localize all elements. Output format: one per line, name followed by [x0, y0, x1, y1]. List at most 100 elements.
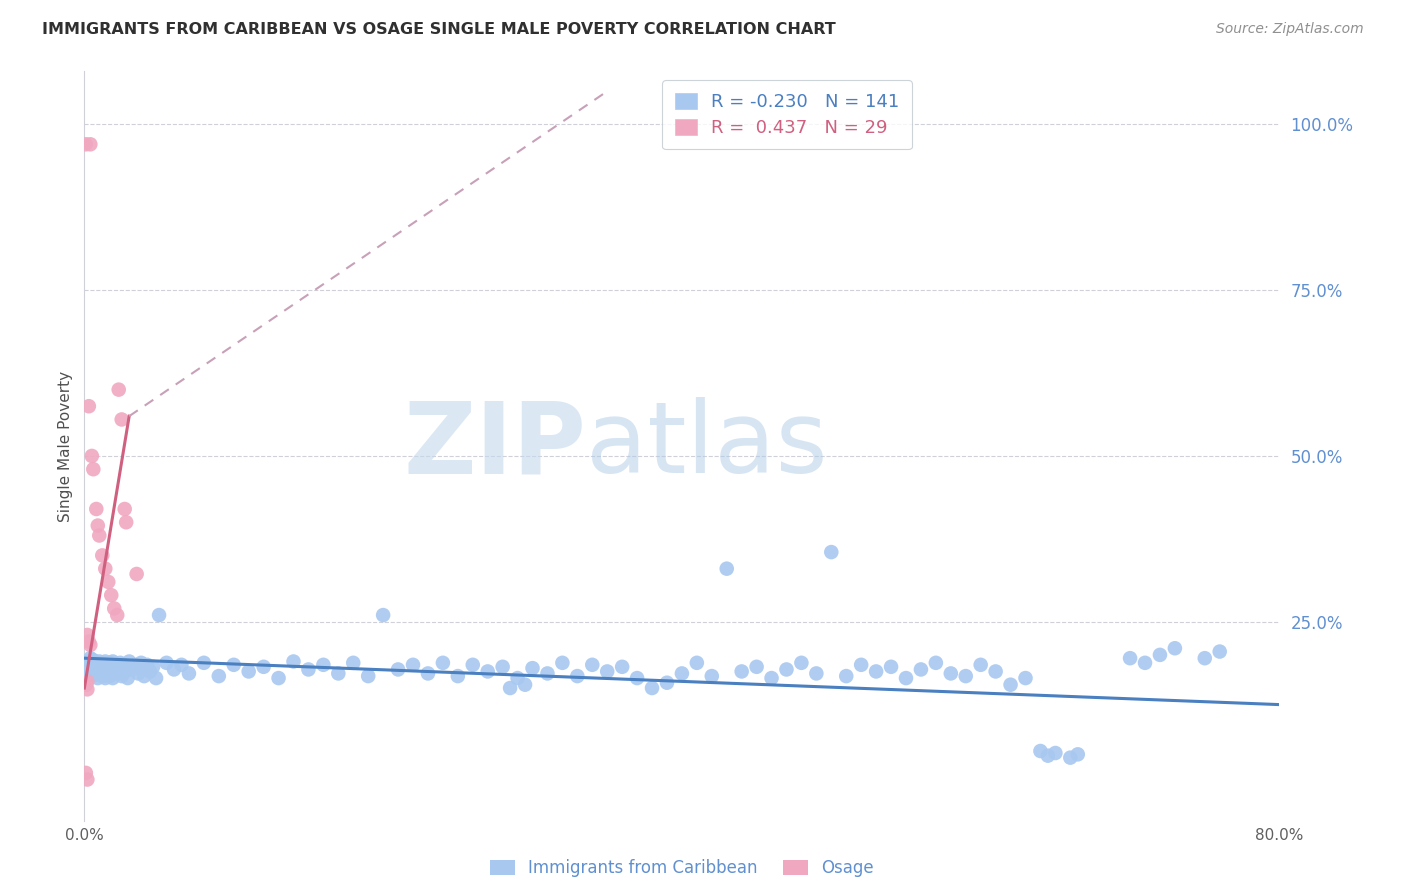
Point	[513, 678, 536, 692]
Point	[655, 675, 678, 690]
Point	[117, 671, 139, 685]
Point	[342, 656, 364, 670]
Point	[267, 671, 290, 685]
Point	[716, 562, 738, 576]
Point	[91, 669, 114, 683]
Point	[76, 772, 98, 787]
Point	[1059, 750, 1081, 764]
Point	[1045, 746, 1067, 760]
Point	[86, 656, 108, 670]
Point	[75, 765, 97, 780]
Point	[125, 566, 148, 581]
Point	[880, 660, 903, 674]
Point	[1000, 678, 1022, 692]
Point	[1119, 651, 1142, 665]
Text: IMMIGRANTS FROM CARIBBEAN VS OSAGE SINGLE MALE POVERTY CORRELATION CHART: IMMIGRANTS FROM CARIBBEAN VS OSAGE SINGL…	[42, 22, 837, 37]
Point	[115, 660, 138, 674]
Point	[94, 655, 117, 669]
Point	[222, 657, 245, 672]
Point	[312, 657, 335, 672]
Point	[79, 137, 101, 152]
Point	[97, 660, 120, 674]
Point	[107, 666, 129, 681]
Point	[790, 656, 813, 670]
Point	[1133, 656, 1156, 670]
Point	[955, 669, 977, 683]
Point	[387, 663, 409, 677]
Point	[910, 663, 932, 677]
Point	[75, 678, 97, 692]
Point	[79, 651, 101, 665]
Point	[76, 665, 98, 679]
Point	[121, 663, 143, 677]
Point	[610, 660, 633, 674]
Text: atlas: atlas	[586, 398, 828, 494]
Point	[671, 666, 693, 681]
Point	[124, 657, 146, 672]
Point	[101, 655, 124, 669]
Point	[1014, 671, 1036, 685]
Point	[100, 588, 122, 602]
Point	[447, 669, 470, 683]
Point	[1067, 747, 1090, 762]
Point	[77, 660, 100, 674]
Point	[477, 665, 499, 679]
Point	[76, 628, 98, 642]
Point	[80, 669, 103, 683]
Point	[98, 656, 121, 670]
Point	[567, 669, 589, 683]
Point	[101, 671, 124, 685]
Point	[820, 545, 842, 559]
Point	[82, 462, 104, 476]
Point	[686, 656, 709, 670]
Point	[112, 657, 135, 672]
Point	[100, 665, 122, 679]
Point	[76, 655, 98, 669]
Point	[103, 660, 125, 674]
Point	[79, 666, 101, 681]
Point	[136, 657, 159, 672]
Point	[731, 665, 754, 679]
Point	[86, 502, 108, 516]
Point	[761, 671, 783, 685]
Point	[77, 399, 100, 413]
Point	[82, 653, 104, 667]
Point	[105, 608, 128, 623]
Point	[90, 666, 112, 681]
Point	[94, 562, 117, 576]
Point	[105, 657, 128, 672]
Point	[114, 665, 136, 679]
Text: ZIP: ZIP	[404, 398, 586, 494]
Point	[100, 657, 122, 672]
Point	[177, 666, 200, 681]
Point	[806, 666, 828, 681]
Point	[499, 681, 522, 695]
Point	[94, 671, 117, 685]
Point	[925, 656, 948, 670]
Point	[75, 137, 97, 152]
Point	[835, 669, 858, 683]
Point	[139, 665, 162, 679]
Point	[984, 665, 1007, 679]
Point	[170, 657, 193, 672]
Point	[79, 638, 101, 652]
Legend: Immigrants from Caribbean, Osage: Immigrants from Caribbean, Osage	[484, 852, 880, 883]
Point	[865, 665, 887, 679]
Point	[402, 657, 425, 672]
Point	[96, 663, 118, 677]
Point	[86, 665, 108, 679]
Point	[283, 655, 305, 669]
Point	[641, 681, 664, 695]
Y-axis label: Single Male Poverty: Single Male Poverty	[58, 370, 73, 522]
Point	[80, 449, 103, 463]
Point	[83, 657, 105, 672]
Point	[1208, 644, 1232, 658]
Point	[118, 655, 141, 669]
Point	[87, 671, 110, 685]
Point	[596, 665, 619, 679]
Point	[970, 657, 993, 672]
Point	[103, 601, 125, 615]
Point	[155, 656, 177, 670]
Point	[522, 661, 544, 675]
Point	[536, 666, 558, 681]
